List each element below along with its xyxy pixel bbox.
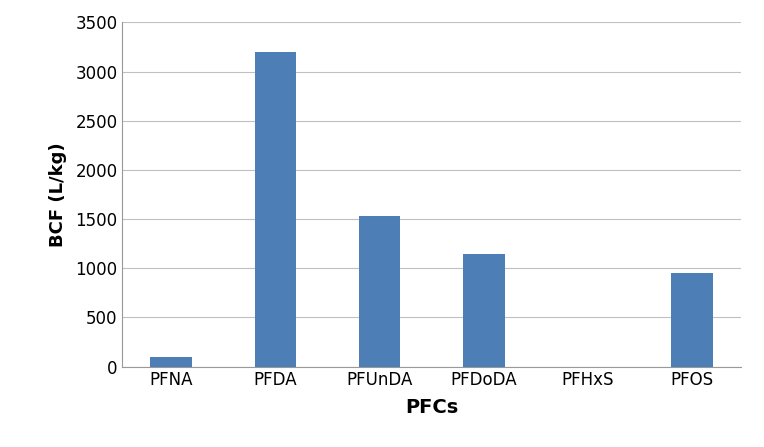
Bar	[359, 216, 400, 367]
Bar	[254, 52, 296, 367]
Bar	[151, 357, 192, 367]
X-axis label: PFCs: PFCs	[405, 398, 458, 417]
Y-axis label: BCF (L/kg): BCF (L/kg)	[49, 142, 67, 247]
Bar	[672, 273, 713, 367]
Bar	[463, 254, 504, 367]
